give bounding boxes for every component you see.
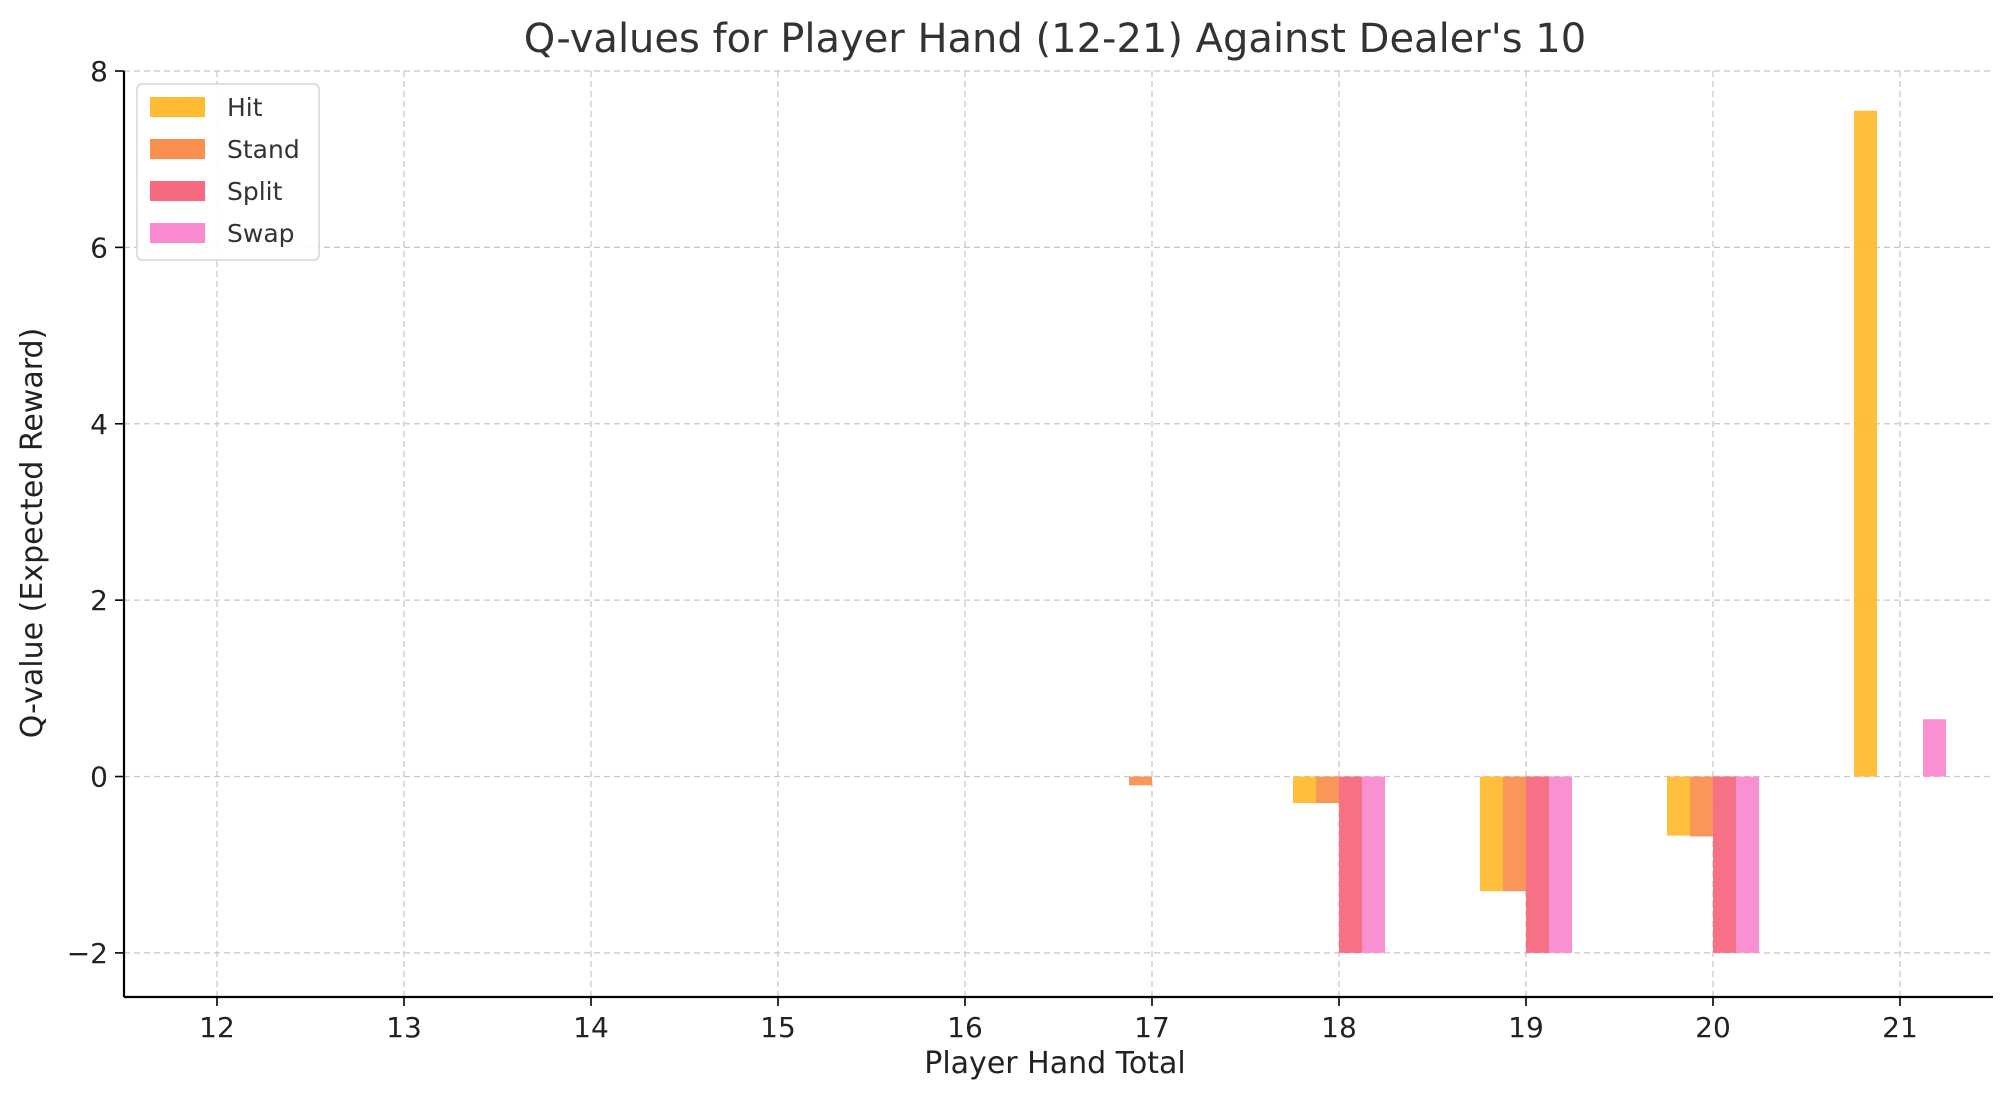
x-axis-label: Player Hand Total bbox=[924, 1046, 1186, 1081]
x-tick-label: 16 bbox=[947, 1011, 983, 1044]
x-tick-label: 15 bbox=[760, 1011, 796, 1044]
legend-swatch bbox=[150, 139, 205, 159]
bar-swap-21 bbox=[1923, 719, 1946, 777]
legend-label: Stand bbox=[227, 135, 300, 164]
legend-swatch bbox=[150, 223, 205, 243]
bar-swap-19 bbox=[1549, 776, 1572, 953]
legend-label: Hit bbox=[227, 93, 263, 122]
axes bbox=[122, 71, 1993, 999]
y-tick-label: 6 bbox=[90, 231, 108, 264]
bar-split-19 bbox=[1526, 776, 1549, 953]
x-tick-label: 13 bbox=[386, 1011, 422, 1044]
bar-swap-20 bbox=[1736, 776, 1759, 953]
grid bbox=[124, 70, 1993, 997]
bar-hit-19 bbox=[1480, 776, 1503, 892]
bar-hit-20 bbox=[1667, 776, 1690, 836]
bar-split-20 bbox=[1713, 776, 1736, 953]
x-tick-label: 21 bbox=[1882, 1011, 1918, 1044]
x-tick-label: 17 bbox=[1134, 1011, 1170, 1044]
x-tick-label: 18 bbox=[1321, 1011, 1357, 1044]
bar-stand-18 bbox=[1316, 776, 1339, 803]
x-tick-label: 12 bbox=[199, 1011, 235, 1044]
legend-item-stand: Stand bbox=[150, 135, 300, 164]
legend-swatch bbox=[150, 181, 205, 201]
y-axis-label: Q-value (Expected Reward) bbox=[15, 328, 50, 739]
legend-box bbox=[136, 83, 320, 261]
y-tick-label: 8 bbox=[90, 55, 108, 88]
bar-swap-18 bbox=[1362, 776, 1385, 953]
y-tick-label: 2 bbox=[90, 584, 108, 617]
bar-stand-19 bbox=[1503, 776, 1526, 892]
bar-hit-21 bbox=[1854, 110, 1877, 777]
legend: Hit Stand Split Swap bbox=[136, 83, 320, 261]
y-tick-label: 4 bbox=[90, 408, 108, 441]
bars bbox=[1129, 110, 1946, 953]
y-tick-label: −2 bbox=[67, 937, 108, 970]
legend-swatch bbox=[150, 97, 205, 117]
bar-split-18 bbox=[1339, 776, 1362, 953]
legend-item-swap: Swap bbox=[150, 219, 295, 248]
x-tick-label: 14 bbox=[573, 1011, 609, 1044]
legend-item-hit: Hit bbox=[150, 93, 263, 122]
tick-labels: −2 0 2 4 6 8 12 13 14 15 16 17 18 19 20 21 bbox=[67, 55, 1918, 1044]
x-tick-label: 20 bbox=[1695, 1011, 1731, 1044]
y-tick-label: 0 bbox=[90, 761, 108, 794]
bar-stand-17 bbox=[1129, 776, 1152, 786]
chart-title: Q-values for Player Hand (12-21) Against… bbox=[524, 16, 1586, 62]
bar-hit-18 bbox=[1293, 776, 1316, 803]
x-tick-label: 19 bbox=[1508, 1011, 1544, 1044]
legend-label: Split bbox=[227, 177, 283, 206]
legend-item-split: Split bbox=[150, 177, 283, 206]
legend-label: Swap bbox=[227, 219, 295, 248]
bar-stand-20 bbox=[1690, 776, 1713, 837]
